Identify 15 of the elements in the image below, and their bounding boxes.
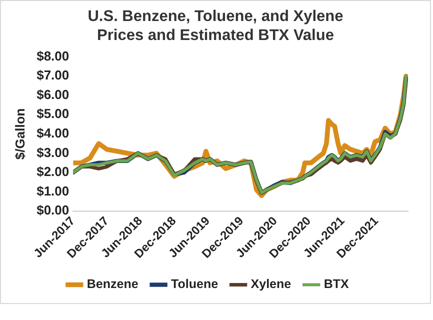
- legend-label: Benzene: [86, 277, 138, 292]
- legend-label: Xylene: [250, 277, 292, 292]
- legend-label: BTX: [324, 277, 350, 292]
- y-tick-label: $0.00: [36, 202, 70, 218]
- y-tick-label: $8.00: [36, 48, 70, 64]
- y-tick-label: $4.00: [36, 126, 70, 141]
- y-tick-label: $2.00: [36, 164, 70, 180]
- y-axis-title: $/Gallon: [12, 108, 28, 160]
- y-tick-label: $3.00: [36, 144, 70, 160]
- y-tick-label: $6.00: [36, 86, 70, 102]
- y-tick-label: $1.00: [36, 183, 70, 198]
- chart-title: U.S. Benzene, Toluene, and Xylene Prices and Estimated BTX Value: [86, 7, 344, 45]
- y-tick-label: $7.00: [36, 68, 70, 83]
- y-tick-label: $5.00: [36, 106, 70, 122]
- legend-label: Toluene: [171, 277, 218, 292]
